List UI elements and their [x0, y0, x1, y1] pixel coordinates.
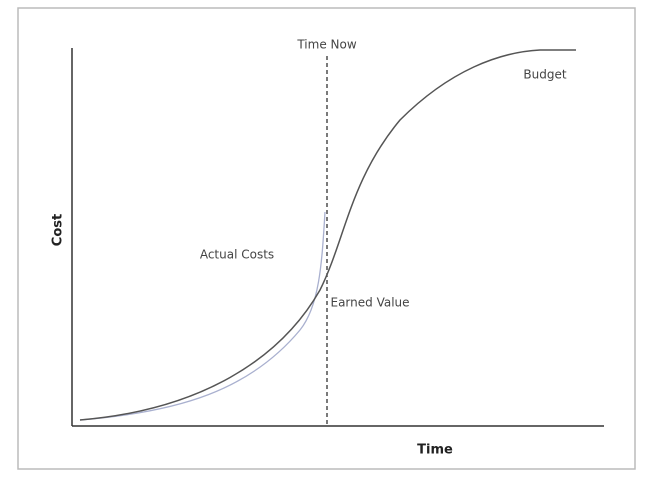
budget-curve	[79, 49, 576, 421]
earned-value-label: Earned Value	[330, 296, 409, 310]
x-axis-label: Time	[417, 443, 453, 458]
budget-label: Budget	[523, 68, 566, 82]
y-axis-label: Cost	[51, 214, 66, 246]
actual-costs-curve	[79, 211, 326, 421]
time-now-label: Time Now	[296, 38, 357, 52]
actual-costs-label: Actual Costs	[200, 248, 274, 262]
